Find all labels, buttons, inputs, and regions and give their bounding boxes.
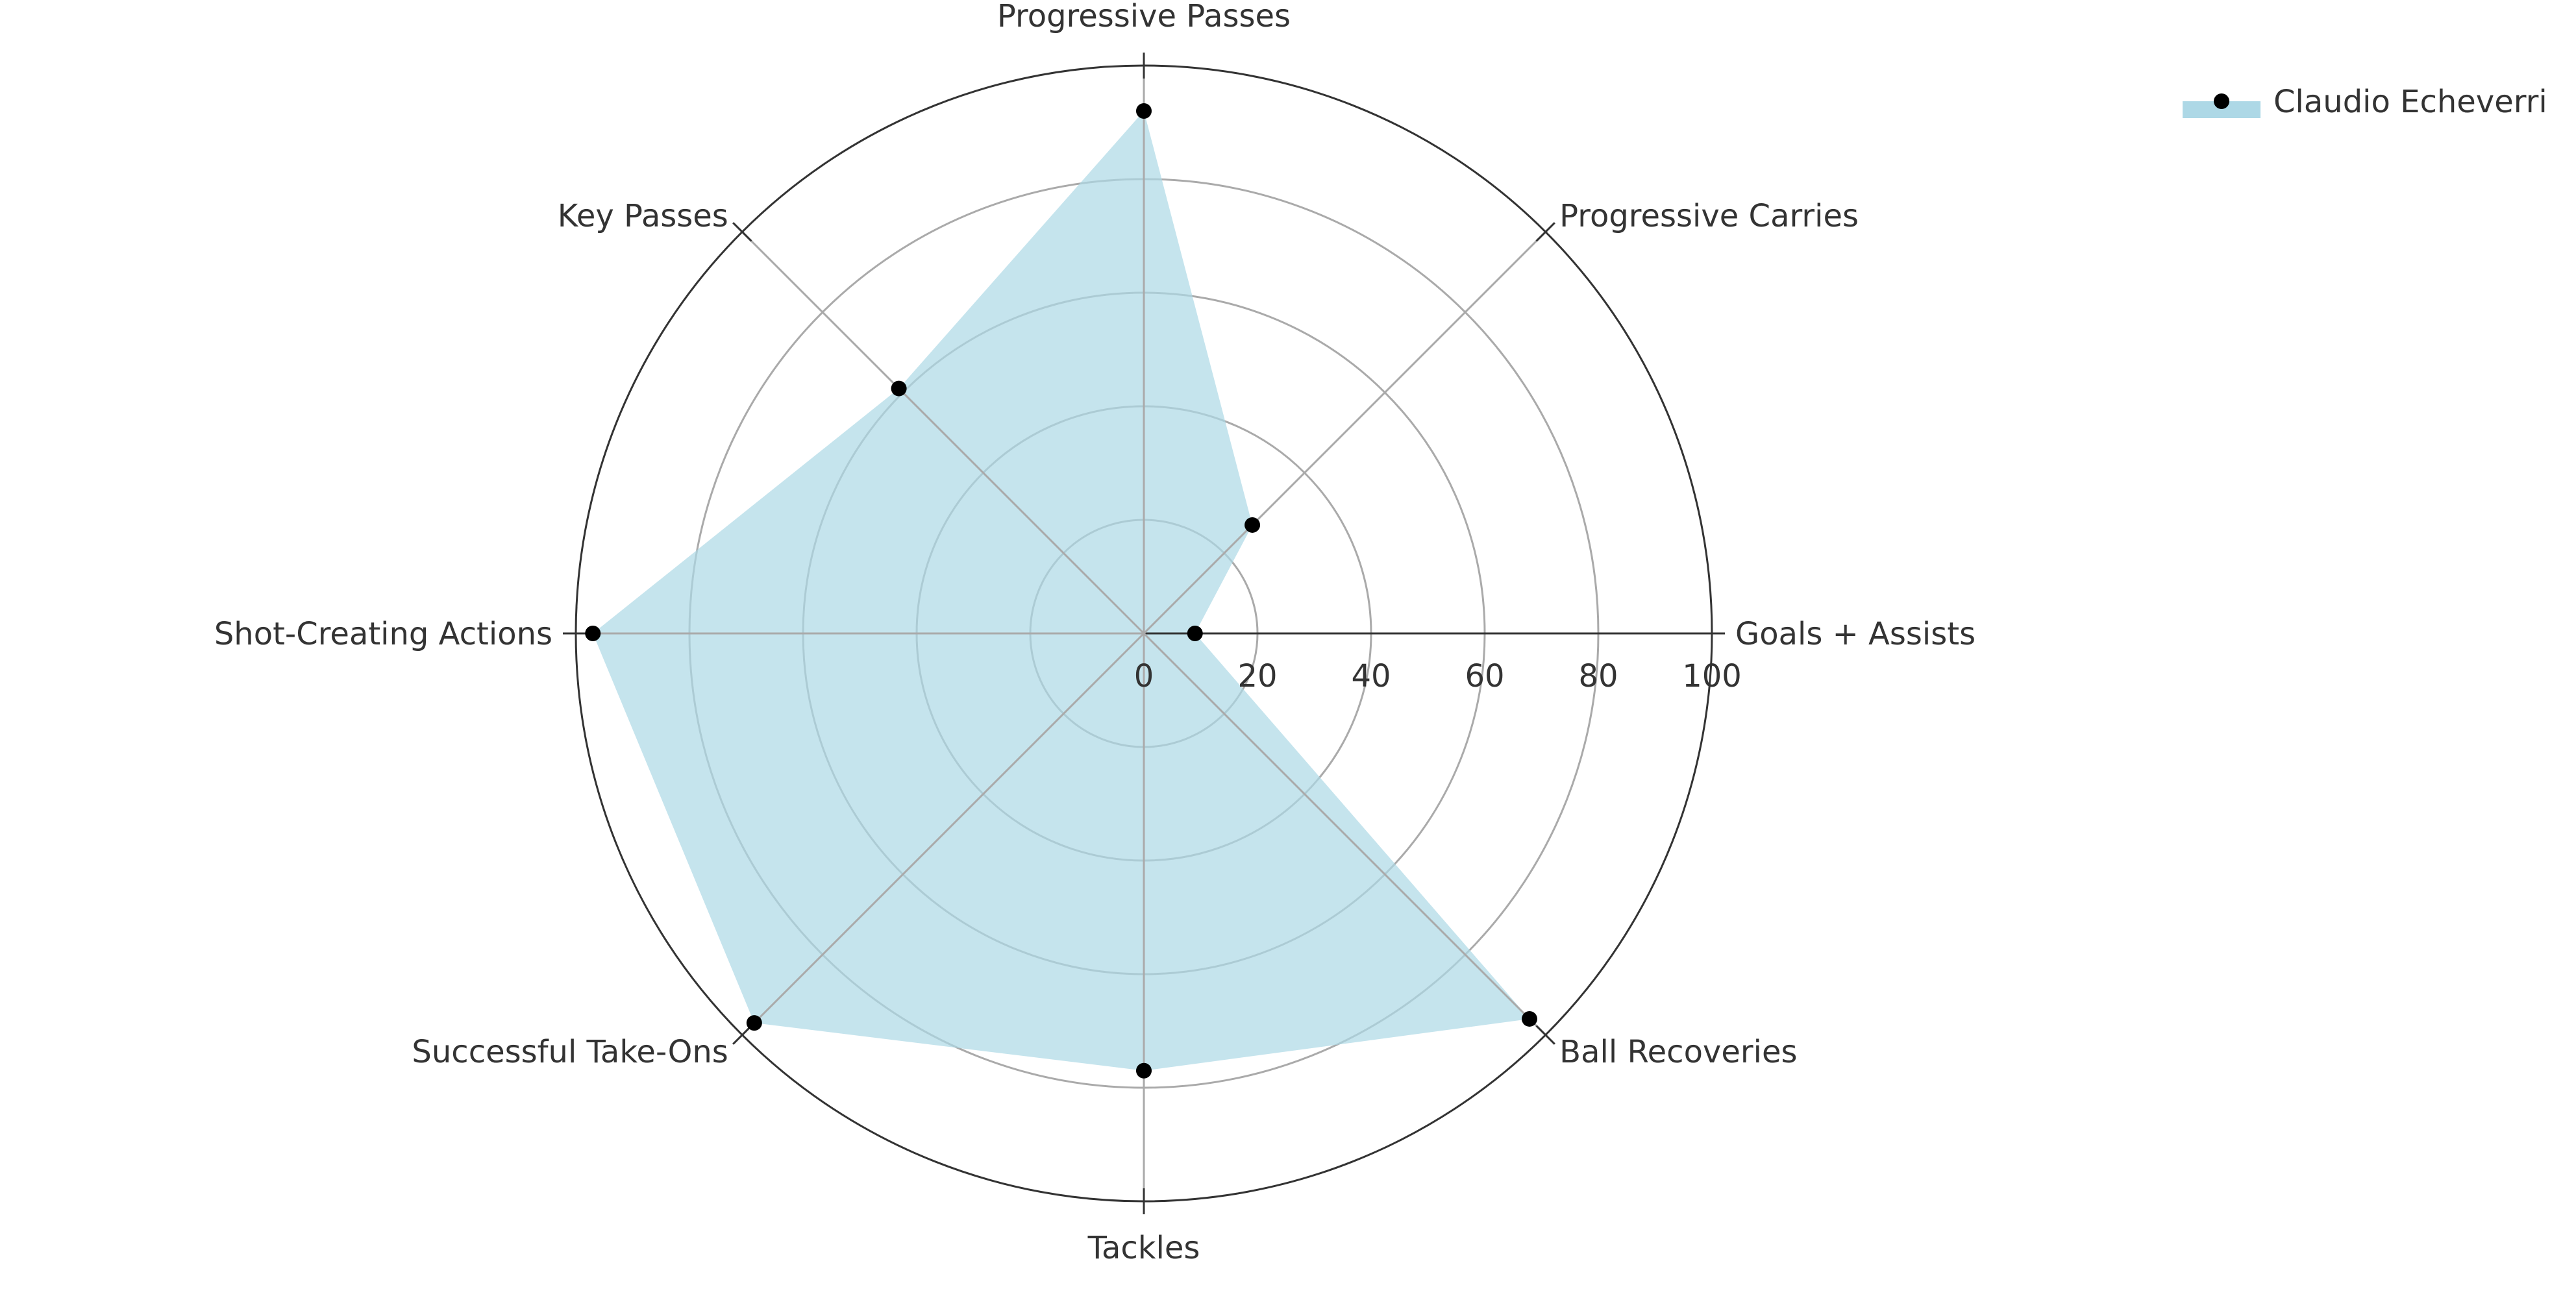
radial-tick-60: 60: [1465, 658, 1504, 694]
category-label-goals-assists: Goals + Assists: [1735, 616, 1975, 652]
marker-shot-creating-actions: [585, 626, 601, 641]
category-label-ball-recoveries: Ball Recoveries: [1559, 1034, 1797, 1070]
radial-tick-labels: 0 20 40 60 80 100: [1134, 658, 1742, 694]
category-label-tackles: Tackles: [1087, 1230, 1200, 1266]
spoke-progressive-carries: [1143, 231, 1546, 635]
legend-label: Claudio Echeverri: [2273, 84, 2547, 120]
marker-ball-recoveries: [1521, 1010, 1537, 1027]
radial-tick-0: 0: [1134, 658, 1154, 694]
radial-tick-20: 20: [1237, 658, 1277, 694]
category-label-progressive-passes: Progressive Passes: [997, 0, 1291, 34]
category-label-shot-creating-actions: Shot-Creating Actions: [214, 616, 552, 652]
marker-key-passes: [891, 380, 907, 397]
radial-tick-80: 80: [1578, 658, 1618, 694]
outer-circle: [575, 64, 1713, 1203]
category-label-key-passes: Key Passes: [558, 198, 728, 234]
marker-tackles: [1136, 1062, 1152, 1079]
spoke-ball-recoveries: [1143, 632, 1546, 1036]
angular-axes: [563, 53, 1725, 1214]
series-area-polygon: [593, 111, 1530, 1071]
spoke-successful-take-ons: [741, 632, 1145, 1036]
radial-tick-100: 100: [1682, 658, 1742, 694]
marker-goals-assists: [1187, 626, 1203, 641]
marker-progressive-carries: [1245, 517, 1261, 533]
category-label-progressive-carries: Progressive Carries: [1559, 198, 1859, 234]
legend-marker: [2214, 93, 2229, 109]
series-markers: [585, 103, 1537, 1079]
marker-successful-take-ons: [746, 1015, 762, 1031]
legend[interactable]: Claudio Echeverri: [2183, 84, 2547, 120]
radial-tick-40: 40: [1351, 658, 1391, 694]
spoke-key-passes: [741, 231, 1145, 635]
series-area: [593, 111, 1530, 1071]
category-labels: Goals + Assists Progressive Carries Progre…: [214, 0, 1975, 1266]
category-label-successful-take-ons: Successful Take-Ons: [412, 1034, 728, 1070]
marker-progressive-passes: [1136, 103, 1152, 119]
